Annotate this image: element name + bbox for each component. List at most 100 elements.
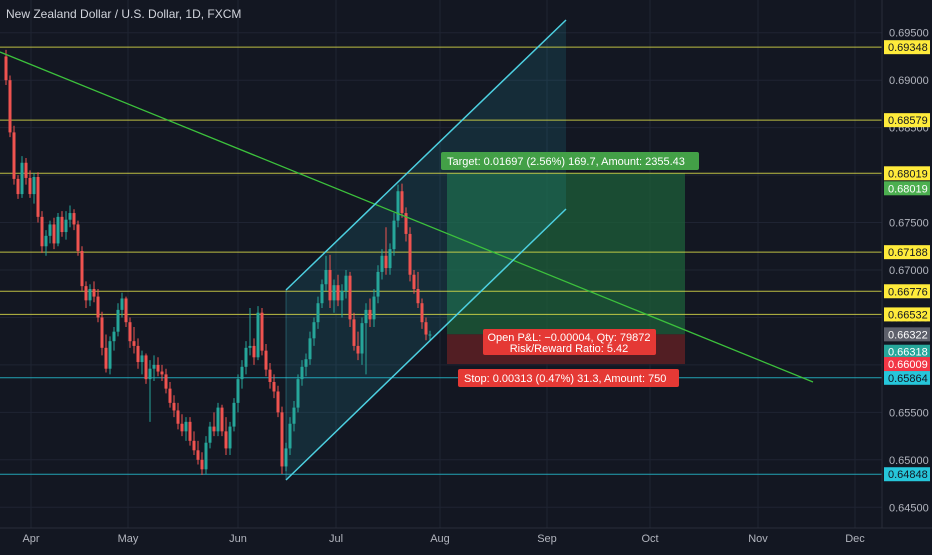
candle-body xyxy=(136,345,140,363)
y-tick-label: 0.65500 xyxy=(889,407,929,419)
x-tick-label: May xyxy=(118,533,139,545)
x-tick-label: Nov xyxy=(748,533,768,545)
candle-body xyxy=(228,426,232,449)
candle-body xyxy=(348,275,352,320)
candle-body xyxy=(412,274,416,289)
candle-body xyxy=(144,355,148,380)
candle-body xyxy=(304,359,308,367)
price-tag-label: 0.66318 xyxy=(888,347,928,359)
candle-body xyxy=(12,132,16,179)
candle-body xyxy=(240,366,244,380)
candle-body xyxy=(236,379,240,403)
candle-body xyxy=(52,224,56,244)
price-tag-box xyxy=(884,357,930,372)
candle-body xyxy=(196,450,200,460)
candle-body xyxy=(60,216,64,233)
x-tick-label: Jun xyxy=(229,533,247,545)
target-label-box xyxy=(441,152,699,170)
candle-body xyxy=(124,298,128,323)
candle-body xyxy=(372,296,376,320)
y-tick-label: 0.67500 xyxy=(889,218,929,230)
candle-body xyxy=(84,286,88,301)
candle-body xyxy=(396,191,400,221)
candle-body xyxy=(64,219,68,233)
x-tick-label: Jul xyxy=(329,533,343,545)
candle-body xyxy=(380,255,384,272)
pnl-label-box xyxy=(483,329,656,355)
candle-body xyxy=(160,371,164,375)
candle-body xyxy=(420,303,424,323)
candle-body xyxy=(8,80,12,133)
candle-body xyxy=(28,177,32,195)
stop-label-box xyxy=(458,369,679,387)
candle-body xyxy=(200,459,204,470)
candle-body xyxy=(308,338,312,360)
level-label-box xyxy=(884,284,930,299)
y-tick-label: 0.67000 xyxy=(889,265,929,277)
candle-body xyxy=(80,251,84,287)
level-label-box xyxy=(884,307,930,322)
candle-body xyxy=(392,220,396,250)
candle-body xyxy=(208,426,212,443)
candle-body xyxy=(112,331,116,342)
candle-body xyxy=(220,407,224,432)
candle-body xyxy=(344,275,348,291)
level-label-box xyxy=(884,245,930,260)
candle-body xyxy=(92,288,96,297)
candle-body xyxy=(100,317,104,348)
candle-body xyxy=(188,421,192,441)
candle-body xyxy=(172,402,176,411)
candle-body xyxy=(368,309,372,320)
price-tag-label: 0.66009 xyxy=(888,359,928,371)
y-tick-label: 0.65000 xyxy=(889,455,929,467)
candle-body xyxy=(288,423,292,449)
candle-body xyxy=(252,345,256,358)
level-label: 0.65864 xyxy=(888,373,928,385)
candle-body xyxy=(324,270,328,285)
candle-body xyxy=(116,309,120,332)
candle-body xyxy=(296,379,300,408)
candle-body xyxy=(180,423,184,432)
level-label: 0.67188 xyxy=(888,247,928,259)
candle-body xyxy=(168,388,172,403)
candle-body xyxy=(232,402,236,427)
level-label: 0.69348 xyxy=(888,42,928,54)
level-label: 0.66532 xyxy=(888,309,928,321)
candle-body xyxy=(72,213,76,225)
candle-body xyxy=(260,312,264,351)
candle-body xyxy=(56,216,60,244)
price-tag-label: 0.66322 xyxy=(888,329,928,341)
candle-body xyxy=(312,322,316,339)
price-tag-box xyxy=(884,344,930,359)
candle-body xyxy=(300,366,304,380)
candle-body xyxy=(152,364,156,369)
candle-body xyxy=(24,162,28,178)
candle-body xyxy=(340,290,344,301)
candle-body xyxy=(316,303,320,323)
candle-body xyxy=(164,374,168,389)
level-label-box xyxy=(884,40,930,55)
candle-body xyxy=(256,312,260,358)
candle-body xyxy=(108,341,112,369)
candle-body xyxy=(184,421,188,432)
candle-body xyxy=(176,410,180,424)
candle-body xyxy=(272,381,276,392)
candle-body xyxy=(320,284,324,304)
x-tick-label: Sep xyxy=(537,533,557,545)
candle-body xyxy=(204,442,208,470)
candle-body xyxy=(328,270,332,301)
candle-body xyxy=(48,224,52,236)
price-tag-box xyxy=(884,181,930,196)
candle-body xyxy=(416,288,420,304)
candle-body xyxy=(224,431,228,449)
candle-body xyxy=(264,350,268,370)
pnl-label: Open P&L: −0.00004, Qty: 79872 xyxy=(488,332,651,344)
y-tick-label: 0.69000 xyxy=(889,75,929,87)
channel-upper-line xyxy=(285,19,567,291)
candle-body xyxy=(104,347,108,369)
level-label: 0.64848 xyxy=(888,469,928,481)
x-tick-label: Aug xyxy=(430,533,450,545)
candle-body xyxy=(32,176,36,195)
